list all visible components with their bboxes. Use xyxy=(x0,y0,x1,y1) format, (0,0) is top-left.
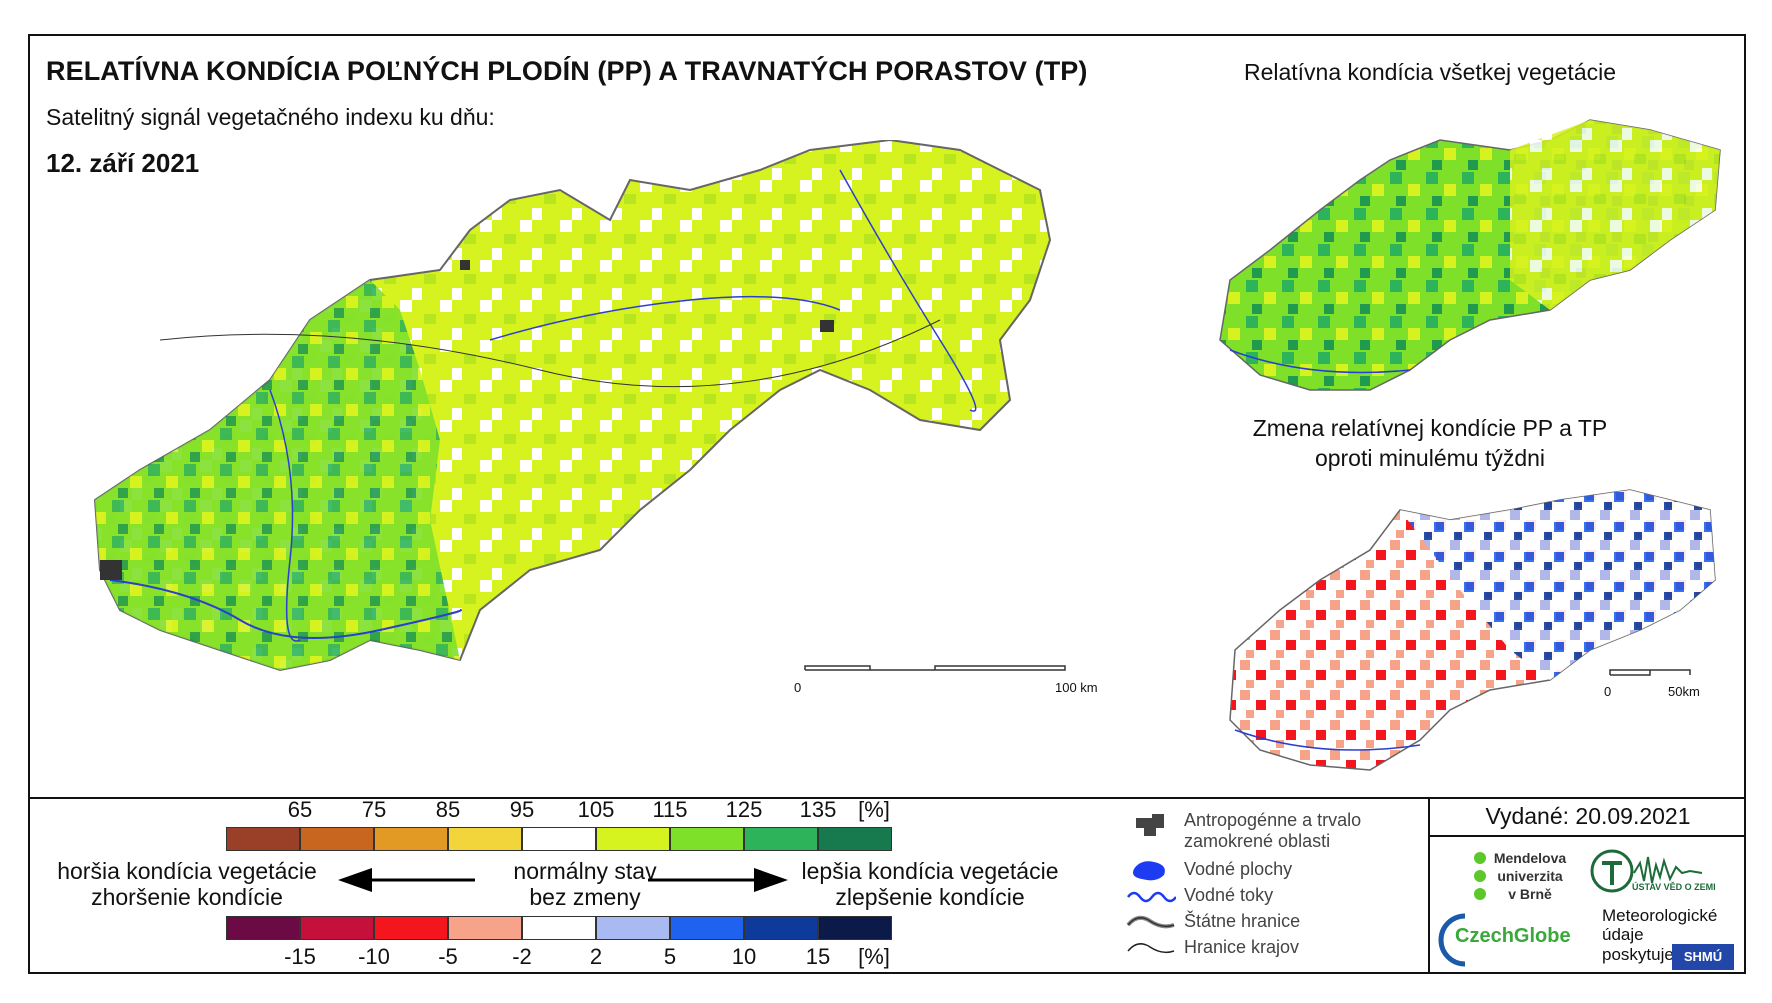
change-tick: -15 xyxy=(284,944,316,969)
condition-swatch xyxy=(226,827,300,851)
change-swatch xyxy=(226,916,300,940)
divider xyxy=(1428,835,1746,837)
map-date: 12. září 2021 xyxy=(46,148,200,178)
condition-tick: 95 xyxy=(509,797,535,822)
right-top-title: Relatívna kondícia všetkej vegetácie xyxy=(1243,59,1617,85)
meteo-line1: Meteorologické xyxy=(1602,906,1718,925)
legend-water-areas: Vodné plochy xyxy=(1184,859,1293,879)
divider xyxy=(1428,797,1430,974)
change-tick: -5 xyxy=(438,944,458,969)
normal-line1: normálny stav xyxy=(513,858,657,884)
small-scale-start: 0 xyxy=(1604,684,1612,699)
condition-swatch xyxy=(596,827,670,851)
left-arrow-icon xyxy=(338,868,372,892)
region-border xyxy=(159,319,941,388)
change-swatch xyxy=(818,916,892,940)
ustav-logo-icon xyxy=(1590,849,1703,893)
condition-tick: 115 xyxy=(652,797,688,822)
mendel-line3: v Brně xyxy=(1508,886,1552,902)
better-line2: zlepšenie kondície xyxy=(835,884,1025,910)
issued-date: Vydané: 20.09.2021 xyxy=(1485,803,1691,829)
shmu-logo: SHMÚ xyxy=(1672,944,1734,970)
region-border-icon xyxy=(1127,943,1175,954)
small-scale-bar xyxy=(1609,669,1691,676)
river xyxy=(489,295,841,341)
condition-swatch xyxy=(744,827,818,851)
czechglobe-logo-icon xyxy=(1438,913,1466,967)
river xyxy=(109,579,463,639)
condition-tick: 125 xyxy=(725,797,763,822)
change-swatch xyxy=(670,916,744,940)
change-tick: 5 xyxy=(663,944,677,969)
river xyxy=(839,169,977,412)
condition-tick: 85 xyxy=(435,797,461,822)
change-tick: 15 xyxy=(805,944,831,969)
scale-end: 100 km xyxy=(1055,680,1098,695)
better-line1: lepšia kondícia vegetácie xyxy=(801,858,1059,884)
condition-tick: 105 xyxy=(577,797,615,822)
change-swatch xyxy=(300,916,374,940)
worse-line1: horšia kondícia vegetácie xyxy=(57,858,317,884)
change-tick: [%] xyxy=(858,944,890,969)
condition-swatch xyxy=(374,827,448,851)
anthropogenic-icon xyxy=(1136,814,1164,836)
right-bottom-title-1: Zmena relatívnej kondície PP a TP xyxy=(1252,415,1608,441)
change-tick: -10 xyxy=(358,944,390,969)
change-tick: 2 xyxy=(589,944,603,969)
state-border-icon xyxy=(1126,915,1175,929)
change-swatch xyxy=(744,916,818,940)
small-scale-end: 50km xyxy=(1668,684,1700,699)
condition-swatch xyxy=(448,827,522,851)
map-title: RELATÍVNA KONDÍCIA POĽNÝCH PLODÍN (PP) A… xyxy=(46,56,1088,86)
anthropogenic-area xyxy=(820,320,834,332)
worse-line2: zhoršenie kondície xyxy=(91,884,283,910)
anthropogenic-area xyxy=(460,260,470,270)
all-vegetation-map xyxy=(1219,119,1721,391)
divider xyxy=(28,797,1746,799)
legend-region-borders: Hranice krajov xyxy=(1184,937,1300,957)
anthropogenic-area xyxy=(100,560,122,580)
condition-tick: [%] xyxy=(858,797,890,822)
condition-swatch xyxy=(522,827,596,851)
meteo-line3: poskytuje: xyxy=(1602,945,1679,964)
scale-start: 0 xyxy=(794,680,802,695)
legend-anthro-1: Antropogénne a trvalo xyxy=(1184,810,1362,830)
river-icon xyxy=(1127,891,1176,903)
legend-state-borders: Štátne hranice xyxy=(1184,911,1301,931)
map-frame xyxy=(28,34,1746,974)
condition-tick: 75 xyxy=(361,797,387,822)
change-tick: -2 xyxy=(512,944,532,969)
green-region xyxy=(95,280,460,670)
condition-tick: 65 xyxy=(287,797,313,822)
mendel-line2: univerzita xyxy=(1497,868,1563,884)
mendel-logo-dots xyxy=(1474,852,1486,900)
legend-rivers: Vodné toky xyxy=(1184,885,1274,905)
change-swatch xyxy=(374,916,448,940)
normal-line2: bez zmeny xyxy=(529,884,641,910)
river xyxy=(269,389,301,642)
right-bottom-title-2: oproti minulému týždni xyxy=(1314,445,1546,471)
main-scale-bar xyxy=(804,665,1066,671)
condition-tick: 135 xyxy=(799,797,837,822)
change-swatch xyxy=(522,916,596,940)
legend-anthro-2: zamokrené oblasti xyxy=(1184,831,1331,851)
mendel-line1: Mendelova xyxy=(1493,850,1567,866)
meteo-line2: údaje xyxy=(1602,925,1644,944)
czechglobe-logo: CzechGlobe xyxy=(1455,925,1571,947)
change-tick: 10 xyxy=(731,944,757,969)
arrows xyxy=(338,868,788,892)
map-subtitle: Satelitný signál vegetačného indexu ku d… xyxy=(46,104,495,130)
condition-swatch xyxy=(670,827,744,851)
right-arrow-icon xyxy=(754,868,788,892)
condition-swatch xyxy=(818,827,892,851)
ustav-logo-text: ÚSTAV VĚD O ZEMI xyxy=(1632,882,1716,892)
change-swatch xyxy=(596,916,670,940)
change-swatch xyxy=(448,916,522,940)
change-map xyxy=(1229,489,1716,771)
water-area-icon xyxy=(1133,861,1165,881)
main-map xyxy=(93,140,1052,672)
condition-swatch xyxy=(300,827,374,851)
